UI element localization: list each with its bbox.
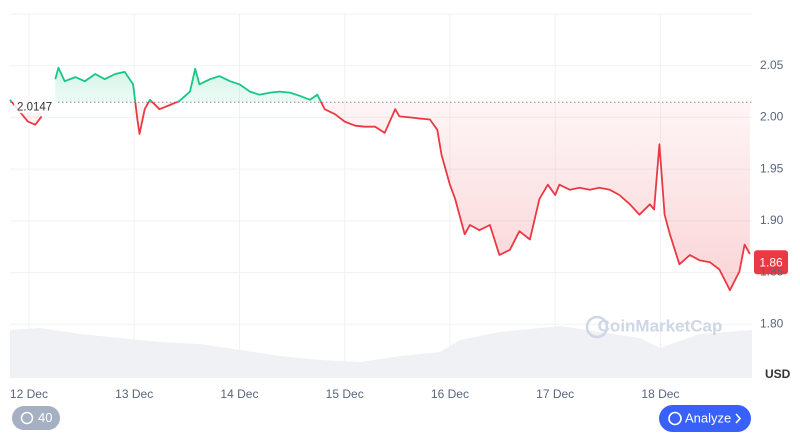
y-tick-label: 1.90	[760, 213, 784, 227]
y-tick-label: 1.95	[760, 161, 784, 175]
x-tick-label: 17 Dec	[536, 387, 574, 401]
analyze-icon[interactable]	[668, 411, 682, 426]
y-unit-label: USD	[765, 367, 791, 381]
price-area	[10, 67, 750, 291]
y-tick-label: 2.00	[760, 110, 784, 124]
x-tick-label: 13 Dec	[115, 387, 153, 401]
baseline-label: 2.0147	[17, 101, 52, 113]
analyze-button-bg[interactable]	[659, 405, 751, 432]
x-tick-label: 15 Dec	[326, 387, 364, 401]
analyze-button-text[interactable]: Analyze	[685, 410, 731, 425]
watermark: CoinMarketCap	[598, 316, 723, 335]
volume-band	[10, 326, 752, 378]
x-tick-label: 12 Dec	[10, 387, 48, 401]
y-tick-label: 1.80	[760, 316, 784, 330]
y-tick-label: 2.05	[760, 58, 784, 72]
analyze-button[interactable]: Analyze	[659, 405, 751, 432]
history-icon[interactable]	[20, 411, 34, 425]
y-tick-label: 1.85	[760, 265, 784, 279]
history-badge-bg[interactable]	[12, 406, 60, 430]
x-tick-label: 16 Dec	[431, 387, 469, 401]
current-price-label: 1.86	[759, 255, 783, 269]
analyze-chevron[interactable]	[735, 413, 742, 424]
plot-layer: 2.0147 1.86	[9, 66, 788, 292]
history-badge-text[interactable]: 40	[38, 410, 52, 425]
baseline-label-bg	[14, 101, 58, 114]
watermark-logo	[585, 315, 609, 339]
history-badge[interactable]: 40	[12, 406, 60, 430]
x-tick-label: 14 Dec	[220, 387, 258, 401]
x-tick-label: 18 Dec	[641, 387, 679, 401]
current-price-tag	[754, 250, 788, 275]
